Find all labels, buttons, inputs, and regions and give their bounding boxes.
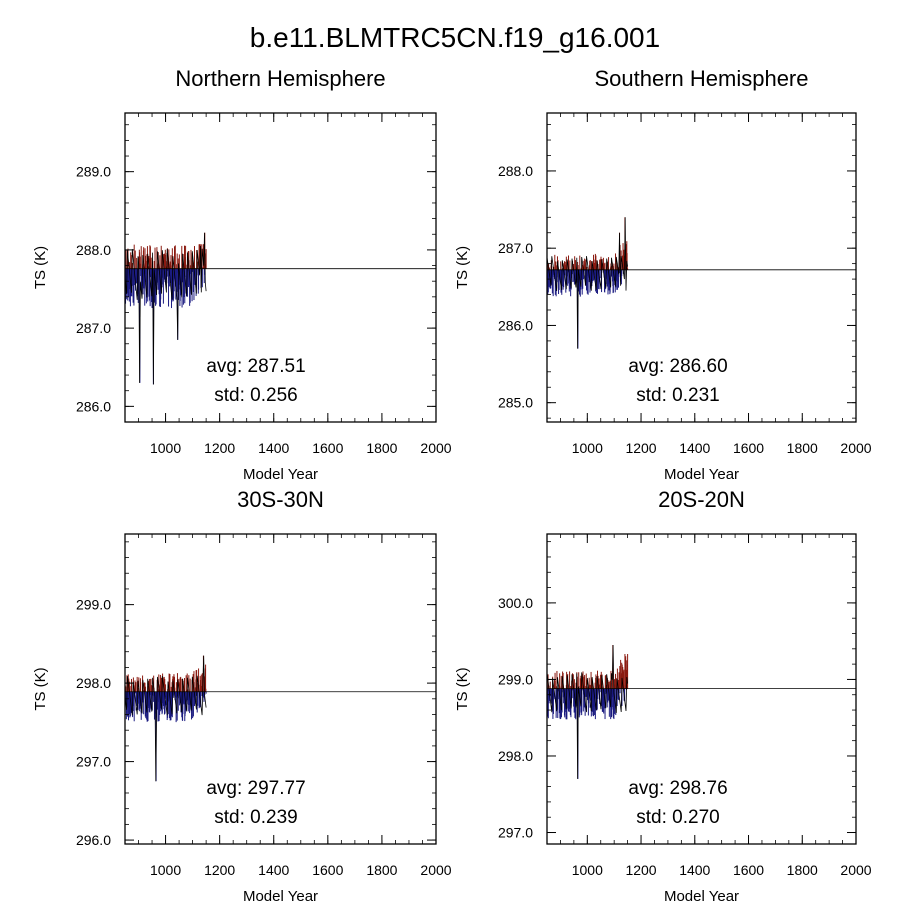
x-axis-label: Model Year — [664, 466, 739, 483]
x-axis-label: Model Year — [243, 466, 318, 483]
x-tick-label: 1000 — [572, 862, 603, 878]
std-annotation: std: 0.270 — [636, 807, 719, 828]
y-tick-label: 298.0 — [76, 675, 111, 691]
avg-annotation: avg: 287.51 — [206, 356, 305, 377]
std-annotation: std: 0.256 — [214, 385, 297, 406]
data-line — [546, 644, 628, 779]
y-tick-label: 286.0 — [498, 317, 533, 333]
x-tick-label: 2000 — [420, 440, 451, 456]
y-tick-label: 299.0 — [498, 671, 533, 687]
x-tick-label: 1800 — [366, 440, 397, 456]
x-axis-label: Model Year — [664, 888, 739, 905]
data-line — [124, 232, 207, 385]
plot-frame — [124, 112, 437, 423]
x-tick-label: 2000 — [420, 862, 451, 878]
y-tick-label: 298.0 — [498, 748, 533, 764]
data-line — [124, 655, 207, 782]
y-tick-label: 300.0 — [498, 595, 533, 611]
panel-title: Northern Hemisphere — [175, 66, 385, 91]
panel-title: 30S-30N — [237, 487, 324, 512]
x-tick-label: 1800 — [366, 862, 397, 878]
plot-frame — [546, 533, 857, 845]
avg-annotation: avg: 286.60 — [628, 356, 727, 377]
y-tick-label: 297.0 — [498, 825, 533, 841]
chart-panel-4: 20S-20N 297.0 298.0 299.0 300.0 1000 1200 1400 1… — [454, 487, 872, 905]
x-tick-label: 2000 — [840, 862, 871, 878]
x-tick-label: 1000 — [150, 862, 181, 878]
y-tick-label: 289.0 — [76, 164, 111, 180]
x-tick-label: 1600 — [733, 862, 764, 878]
x-tick-label: 1600 — [312, 862, 343, 878]
x-tick-label: 1200 — [625, 862, 656, 878]
data-trace — [124, 232, 207, 385]
plot-frame — [546, 112, 857, 423]
y-axis-label: TS (K) — [32, 246, 49, 289]
x-tick-label: 1800 — [787, 440, 818, 456]
x-tick-label: 1400 — [258, 440, 289, 456]
std-annotation: std: 0.239 — [214, 807, 297, 828]
y-tick-label: 286.0 — [76, 398, 111, 414]
x-tick-label: 1600 — [733, 440, 764, 456]
figure-title: b.e11.BLMTRC5CN.f19_g16.001 — [249, 22, 661, 53]
std-annotation: std: 0.231 — [636, 385, 719, 406]
x-tick-label: 2000 — [840, 440, 871, 456]
avg-annotation: avg: 298.76 — [628, 778, 727, 799]
chart-panel-3: 30S-30N 296.0 297.0 298.0 299.0 1000 1200 1400 1… — [32, 487, 452, 905]
x-tick-label: 1200 — [204, 862, 235, 878]
x-tick-label: 1000 — [572, 440, 603, 456]
y-tick-label: 288.0 — [498, 163, 533, 179]
y-tick-label: 299.0 — [76, 597, 111, 613]
data-trace — [124, 655, 207, 782]
chart-panel-1: Northern Hemisphere 286.0 287.0 288.0 289.0 1… — [32, 66, 452, 483]
y-tick-label: 288.0 — [76, 242, 111, 258]
y-axis-label: TS (K) — [32, 667, 49, 710]
data-trace — [546, 644, 629, 779]
x-tick-label: 1400 — [258, 862, 289, 878]
avg-annotation: avg: 297.77 — [206, 778, 305, 799]
x-axis-label: Model Year — [243, 888, 318, 905]
plot-frame — [124, 533, 437, 845]
y-tick-label: 285.0 — [498, 395, 533, 411]
y-tick-label: 296.0 — [76, 832, 111, 848]
x-tick-label: 1200 — [204, 440, 235, 456]
panel-title: Southern Hemisphere — [594, 66, 808, 91]
x-tick-label: 1400 — [679, 440, 710, 456]
x-tick-label: 1800 — [787, 862, 818, 878]
panel-title: 20S-20N — [658, 487, 745, 512]
y-axis-label: TS (K) — [454, 667, 471, 710]
data-line — [546, 217, 628, 349]
y-tick-label: 287.0 — [498, 240, 533, 256]
chart-panel-2: Southern Hemisphere 285.0 286.0 287.0 288.0 1… — [454, 66, 872, 483]
x-tick-label: 1000 — [150, 440, 181, 456]
x-tick-label: 1600 — [312, 440, 343, 456]
y-tick-label: 297.0 — [76, 754, 111, 770]
y-axis-label: TS (K) — [454, 246, 471, 289]
x-tick-label: 1400 — [679, 862, 710, 878]
x-tick-label: 1200 — [625, 440, 656, 456]
y-tick-label: 287.0 — [76, 320, 111, 336]
